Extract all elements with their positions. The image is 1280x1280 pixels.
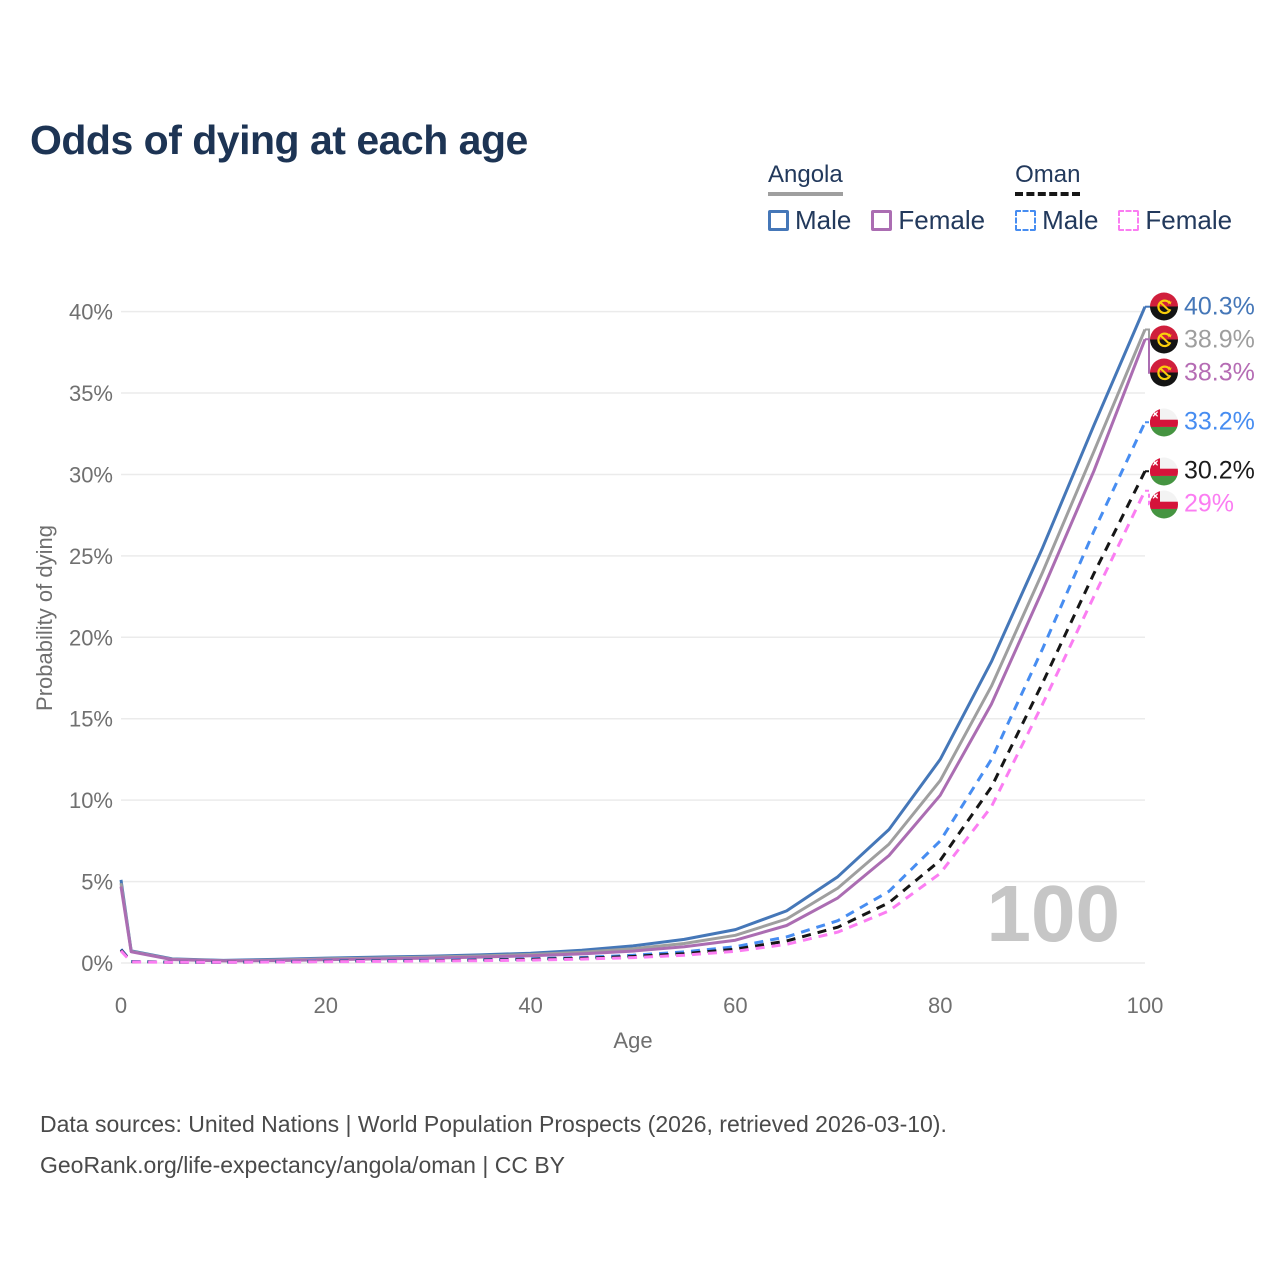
- legend-country-oman[interactable]: Oman: [1015, 161, 1081, 196]
- x-tick-label: 0: [115, 993, 127, 1018]
- checkbox-angola-female-icon[interactable]: [871, 210, 893, 231]
- y-tick-label: 0%: [81, 951, 113, 976]
- endpoint-connector: [1145, 489, 1154, 506]
- endpoint-label-oman-male: 33.2%: [1150, 408, 1255, 437]
- series-line-oman-female: [119, 490, 1147, 964]
- legend: Angola Male Female Oman Male Female: [768, 161, 1232, 236]
- legend-item-oman-female[interactable]: Female: [1118, 205, 1232, 236]
- hovered-age-watermark: 100: [986, 869, 1120, 958]
- legend-label-oman-female: Female: [1145, 205, 1233, 235]
- legend-row-oman: Male Female: [1015, 205, 1232, 236]
- series-line-angola-female: [119, 338, 1147, 963]
- endpoint-value: 38.9%: [1184, 325, 1255, 354]
- x-tick-label: 40: [518, 993, 542, 1018]
- footer-data-sources: Data sources: United Nations | World Pop…: [40, 1111, 947, 1137]
- x-tick-label: 100: [1127, 993, 1164, 1018]
- legend-label-angola-female: Female: [898, 205, 986, 235]
- x-axis-title: Age: [613, 1028, 653, 1053]
- legend-group-angola: Angola Male Female: [768, 161, 985, 236]
- endpoint-label-angola-female: 38.3%: [1150, 358, 1255, 387]
- y-tick-label: 10%: [69, 788, 113, 813]
- oman-flag-icon: [1150, 490, 1178, 519]
- angola-flag-icon: [1150, 292, 1178, 321]
- footer-attribution: GeoRank.org/life-expectancy/angola/oman …: [40, 1152, 566, 1178]
- endpoint-value: 29%: [1184, 489, 1235, 518]
- checkbox-angola-male-icon[interactable]: [768, 210, 789, 231]
- series-line-angola: [119, 328, 1147, 963]
- y-axis-title: Probability of dying: [32, 525, 57, 711]
- oman-flag-icon: [1150, 457, 1178, 486]
- endpoint-value: 33.2%: [1184, 407, 1255, 436]
- angola-flag-icon: [1150, 358, 1178, 387]
- x-tick-label: 60: [723, 993, 747, 1018]
- y-tick-label: 25%: [69, 544, 113, 569]
- endpoint-value: 38.3%: [1184, 358, 1255, 387]
- legend-label-angola-male: Male: [795, 205, 852, 235]
- angola-flag-icon: [1150, 325, 1178, 354]
- legend-label-oman-male: Male: [1042, 205, 1099, 235]
- legend-row-angola: Male Female: [768, 205, 985, 236]
- legend-group-oman: Oman Male Female: [1015, 161, 1232, 236]
- y-tick-label: 5%: [81, 870, 113, 895]
- series-line-angola-male: [119, 306, 1147, 962]
- y-tick-label: 40%: [69, 300, 113, 325]
- y-tick-label: 30%: [69, 462, 113, 487]
- oman-flag-icon: [1150, 408, 1178, 437]
- endpoint-label-oman: 30.2%: [1150, 457, 1255, 486]
- checkbox-oman-female-icon[interactable]: [1118, 210, 1140, 231]
- x-tick-label: 80: [928, 993, 952, 1018]
- footer: Data sources: United Nations | World Pop…: [40, 1104, 947, 1186]
- page-title: Odds of dying at each age: [30, 117, 528, 164]
- legend-country-angola[interactable]: Angola: [768, 161, 843, 196]
- series-line-oman: [119, 470, 1147, 964]
- y-tick-label: 20%: [69, 625, 113, 650]
- endpoint-label-angola: 38.9%: [1150, 325, 1255, 354]
- y-tick-label: 35%: [69, 381, 113, 406]
- legend-item-oman-male[interactable]: Male: [1015, 205, 1098, 236]
- endpoint-value: 30.2%: [1184, 456, 1255, 485]
- checkbox-oman-male-icon[interactable]: [1015, 210, 1037, 231]
- endpoint-value: 40.3%: [1184, 292, 1255, 321]
- legend-item-angola-male[interactable]: Male: [768, 205, 851, 236]
- y-tick-label: 15%: [69, 707, 113, 732]
- legend-item-angola-female[interactable]: Female: [871, 205, 985, 236]
- endpoint-label-angola-male: 40.3%: [1150, 292, 1255, 321]
- x-tick-label: 20: [314, 993, 338, 1018]
- endpoint-label-oman-female: 29%: [1150, 490, 1234, 519]
